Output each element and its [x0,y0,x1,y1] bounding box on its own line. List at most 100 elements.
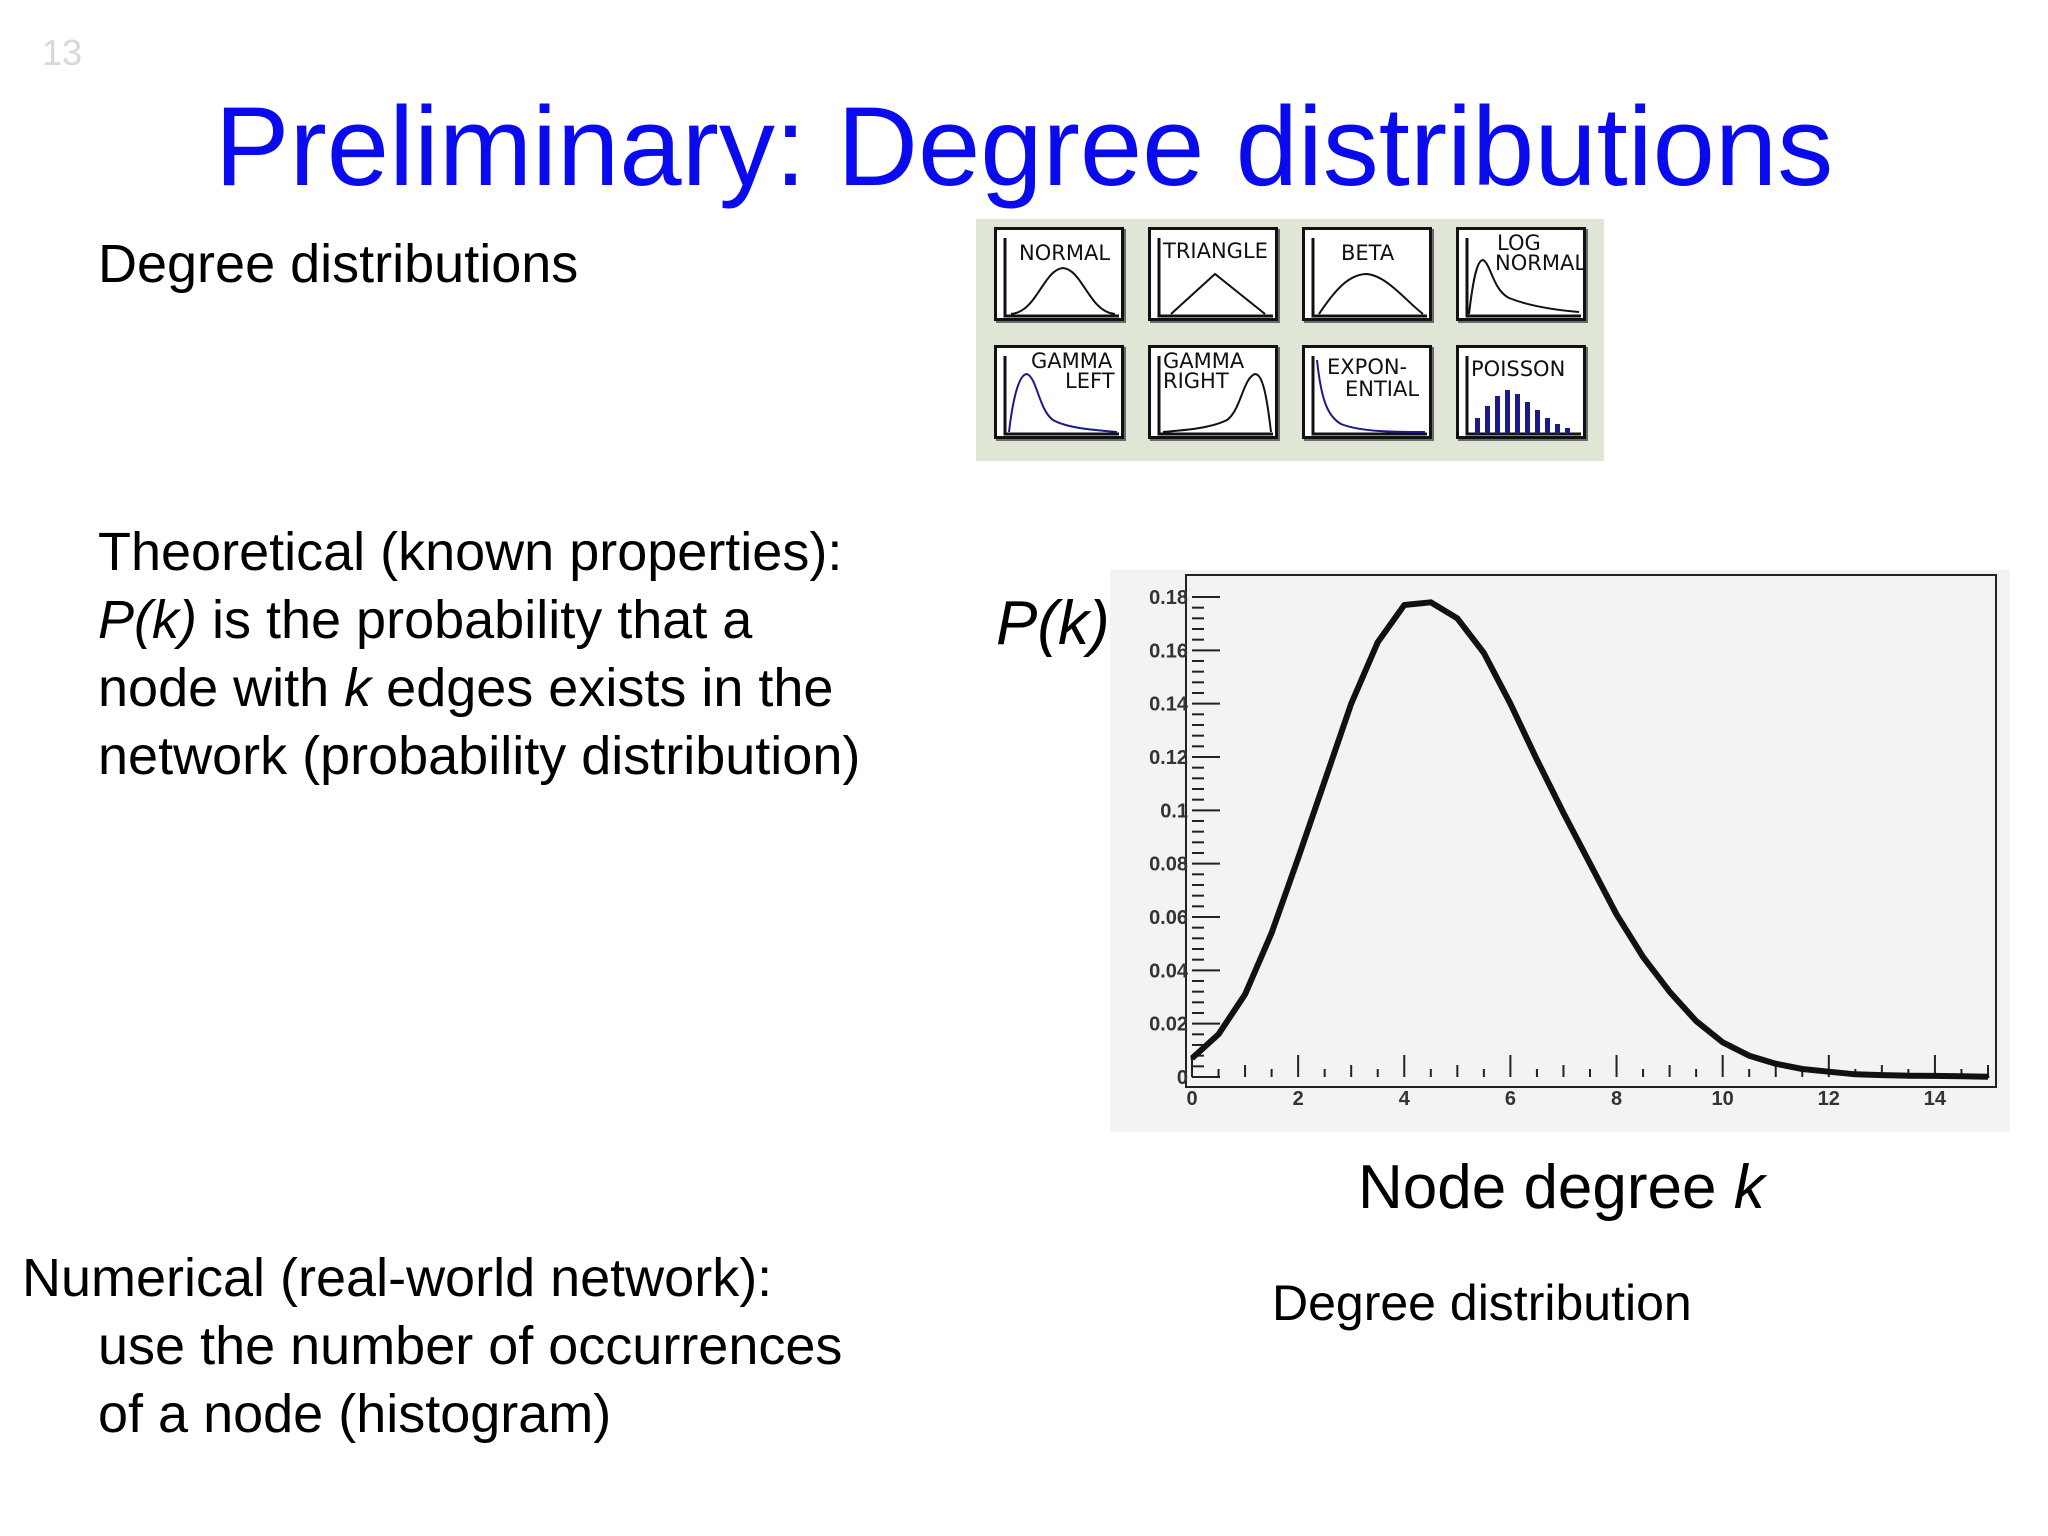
tile-lognormal[interactable]: LOG NORMAL [1456,227,1586,321]
tile-label: NORMAL [1019,241,1111,265]
data-point [1694,1019,1698,1023]
beta-distribution-icon [1311,238,1427,318]
tile-label: TRIANGLE [1163,239,1268,263]
plot-frame [1185,574,1997,1088]
x-tick-label: 10 [1712,1088,1734,1110]
x-tick-label: 6 [1505,1088,1516,1110]
tile-label: BETA [1341,241,1395,265]
slide-number: 13 [42,32,83,73]
data-point [1774,1062,1778,1066]
y-tick-label: 0.18 [1149,587,1188,609]
data-point [1933,1074,1937,1078]
tile-beta[interactable]: BETA [1302,227,1432,321]
gamma-right-distribution-icon [1157,356,1273,436]
theory-line-4: network (probability distribution) [98,726,861,786]
tile-exponential[interactable]: EXPON- ENTIAL [1302,345,1432,439]
theory-line-3-b: edges exists in the [371,658,834,718]
y-axis-label: P(k) [996,589,1110,658]
x-axis-label-variable: k [1733,1153,1765,1222]
tile-normal[interactable]: NORMAL [994,227,1124,321]
data-point [1296,856,1300,860]
data-point [1959,1074,1963,1078]
theory-line-3-a: node with [98,658,345,718]
numerical-line-1: Numerical (real-world network): [22,1248,773,1308]
x-tick-label: 12 [1818,1088,1840,1110]
y-tick-label: 0 [1177,1067,1188,1089]
tile-label: GAMMA [1163,349,1245,373]
x-tick-label: 8 [1611,1088,1622,1110]
poisson-distribution-icon [1465,356,1581,436]
x-tick-label: 4 [1399,1088,1411,1110]
normal-distribution-icon [1003,238,1119,318]
data-point [1376,640,1380,644]
numerical-description: Numerical (real-world network): use the … [22,1244,842,1448]
tile-label: LOG [1497,231,1541,255]
data-point [1588,862,1592,866]
data-point [1561,811,1565,815]
y-tick-label: 0.04 [1149,960,1189,982]
x-tick-label: 0 [1186,1088,1197,1110]
tile-poisson[interactable]: POISSON [1456,345,1586,439]
tile-label-2: ENTIAL [1345,377,1420,401]
numerical-line-2: use the number of occurrences [98,1316,843,1376]
numerical-line-3: of a node (histogram) [98,1384,612,1444]
x-tick-label: 14 [1924,1088,1947,1110]
degree-distribution-chart: 0 0.02 0.04 0.06 0.08 0.1 0.12 0.14 0.16 0.18 0 2 4 6… [1110,570,2010,1132]
data-point [1827,1070,1831,1074]
x-axis-label-text: Node degree [1358,1153,1734,1222]
data-point [1482,651,1486,655]
axis-ticks: 0 0.02 0.04 0.06 0.08 0.1 0.12 0.14 0.16 0.18 0 2 4 6… [1149,587,1989,1110]
theoretical-description: Theoretical (known properties): P(k) is … [98,518,860,790]
pk-term: P(k) [98,590,197,650]
theory-line-2-rest: is the probability that a [196,590,753,650]
chart-caption: Degree distribution [1272,1275,1692,1331]
data-point [1986,1075,1990,1079]
data-point [1323,779,1327,783]
data-point [1217,1032,1221,1036]
data-point [1800,1067,1804,1071]
tile-label: GAMMA [1031,349,1113,373]
theory-line-2: P(k) is the probability that a [98,586,860,654]
data-point [1668,990,1672,994]
data-point [1429,600,1433,604]
lognormal-distribution-icon [1465,238,1581,318]
tile-gamma-right[interactable]: GAMMA RIGHT [1148,345,1278,439]
data-point [1402,603,1406,607]
gamma-left-distribution-icon [1003,356,1119,436]
data-point [1243,992,1247,996]
theory-line-1: Theoretical (known properties): [98,522,843,582]
tile-triangle[interactable]: TRIANGLE [1148,227,1278,321]
triangle-distribution-icon [1157,238,1273,318]
data-point [1641,955,1645,959]
series-layer [1189,599,1990,1080]
tile-label: EXPON- [1327,355,1408,379]
theory-line-3: node with k edges exists in the [98,654,860,722]
y-tick-label: 0.1 [1160,800,1188,822]
slide-title: Preliminary: Degree distributions [214,84,1834,209]
exponential-distribution-icon [1311,356,1427,436]
k-term: k [344,658,372,718]
data-point [1853,1072,1857,1076]
data-point [1349,702,1353,706]
y-tick-label: 0.06 [1149,907,1188,929]
x-tick-label: 2 [1293,1088,1304,1110]
data-point [1721,1040,1725,1044]
data-point [1880,1073,1884,1077]
data-point [1906,1074,1910,1078]
tile-label-2: LEFT [1065,369,1115,393]
distribution-palette: NORMAL TRIANGLE BETA LOG NORMAL GAMMA LE… [976,219,1604,461]
y-tick-label: 0.02 [1149,1014,1188,1036]
data-point [1615,912,1619,916]
y-tick-label: 0.14 [1149,694,1189,716]
data-point [1190,1056,1194,1060]
y-tick-label: 0.16 [1149,640,1188,662]
y-tick-label: 0.08 [1149,854,1188,876]
data-point [1270,931,1274,935]
tile-label-2: RIGHT [1163,369,1229,393]
degree-distributions-heading: Degree distributions [98,234,579,294]
data-point [1535,758,1539,762]
tile-gamma-left[interactable]: GAMMA LEFT [994,345,1124,439]
chart-background [1110,570,2010,1132]
data-point [1455,616,1459,620]
x-axis-label: Node degree k [1358,1152,1765,1223]
